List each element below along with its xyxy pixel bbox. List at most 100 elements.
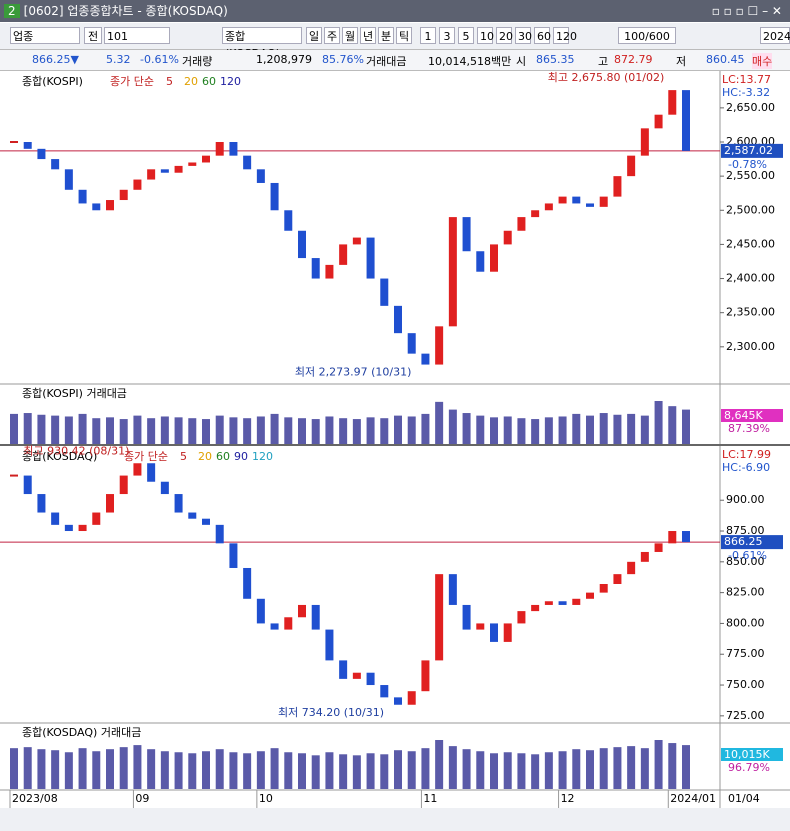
candle [476,623,485,630]
volume-bar [544,752,553,789]
window-controls[interactable]: ▫ ▫ ▫ ☐ – ✕ [711,4,782,18]
volume-box [721,748,783,761]
volume-bar [256,416,265,444]
count-field[interactable]: 100/600 [618,27,676,44]
candle [627,155,636,177]
candle [352,237,361,245]
volume-bar [133,745,142,789]
candle [270,623,279,630]
market-select[interactable]: 업종 [10,27,80,44]
toolbar-button[interactable]: 주 [324,27,340,44]
candle [311,258,320,279]
candle [147,463,156,482]
name-field[interactable]: 종합(KOSDAQ) [222,27,302,60]
code-input[interactable]: 101 [104,27,170,44]
volume-bar [325,416,334,444]
toolbar-button[interactable]: 120 [553,27,577,44]
hc: HC:-3.32 [722,86,770,99]
prev-button[interactable]: 전 [84,27,102,44]
volume-bar [599,413,608,444]
x-tick-label: 12 [561,792,575,805]
volume-bar [586,415,594,444]
y-tick-label: 750.00 [726,678,765,691]
candle [92,203,101,211]
volume-bar [215,749,224,789]
candle [380,278,389,306]
label: 시 [516,55,527,68]
volume-bar [174,752,183,789]
candle [517,217,526,231]
toolbar-button[interactable]: 3 [439,27,455,44]
candle [668,90,677,115]
price-box [721,143,783,158]
volume-bar [147,418,156,444]
volume-bar [490,417,498,444]
volume-bar [476,751,485,789]
candle [640,551,649,562]
candle [682,531,690,543]
toolbar-button[interactable]: 60 [534,27,551,44]
volume-title: 종합(KOSDAQ) 거래대금 [22,726,141,739]
candle [160,169,169,173]
volume-bar [229,752,238,789]
open: 865.35 [536,53,575,66]
candle [325,264,334,279]
candle [256,598,265,624]
candle [339,244,348,265]
toolbar-button[interactable]: 20 [496,27,513,44]
candle [462,604,471,630]
volume-bar [51,750,60,789]
volume: 1,208,979 [256,53,312,66]
candle [394,697,402,705]
chart-area: 2,300.00 2,350.00 2,400.00 2,450.00 2,500.00… [0,71,790,831]
x-tick-label: 10 [259,792,273,805]
candle [298,604,306,618]
badge: 2 [4,4,20,18]
candle [284,210,293,231]
lc: LC:13.77 [722,73,771,86]
candle [586,203,594,207]
volume-bar [462,413,471,444]
toolbar-button[interactable]: 5 [458,27,474,44]
volume-bar [668,743,677,789]
candle [531,604,540,612]
volume-bar [202,419,210,444]
volume-box [721,409,783,422]
volume-bar [586,750,594,789]
title-bar: 2 [0602] 업종종합차트 - 종합(KOSDAQ) ▫ ▫ ▫ ☐ – ✕ [0,0,790,22]
candle [558,196,567,204]
candle [174,165,183,173]
year-field[interactable]: 2024 [760,27,790,44]
candle [558,601,567,605]
volume-bar [270,413,279,444]
toolbar-button[interactable]: 1 [420,27,436,44]
y-tick-label: 2,350.00 [726,306,775,319]
ma-period: 5 [166,75,173,88]
window-title: [0602] 업종종합차트 - 종합(KOSDAQ) [23,4,228,18]
info-row: 866.25▼ 5.32 -0.61% 거래량 1,208,979 85.76%… [0,50,790,71]
toolbar-button[interactable]: 일 [306,27,322,44]
volume-bar [133,415,142,444]
volume-bar [298,753,306,789]
candle [448,217,457,327]
candle [78,524,87,532]
buy-button[interactable]: 매수 [752,53,773,69]
candle [476,251,485,272]
candle [298,230,306,259]
high-note: 최고 930.42 (08/31) [23,444,129,457]
volume-bar [572,749,581,789]
toolbar-button[interactable]: 분 [378,27,394,44]
toolbar-button[interactable]: 월 [342,27,358,44]
price-box [721,535,783,550]
toolbar-button[interactable]: 틱 [396,27,412,44]
label: 고 [598,55,609,68]
volume-bar [51,415,60,444]
toolbar-button[interactable]: 년 [360,27,376,44]
volume-bar [188,418,197,444]
candle [572,196,581,204]
high: 872.79 [614,53,653,66]
volume-bar [119,747,128,789]
toolbar-button[interactable]: 30 [515,27,532,44]
toolbar-button[interactable]: 10 [477,27,494,44]
